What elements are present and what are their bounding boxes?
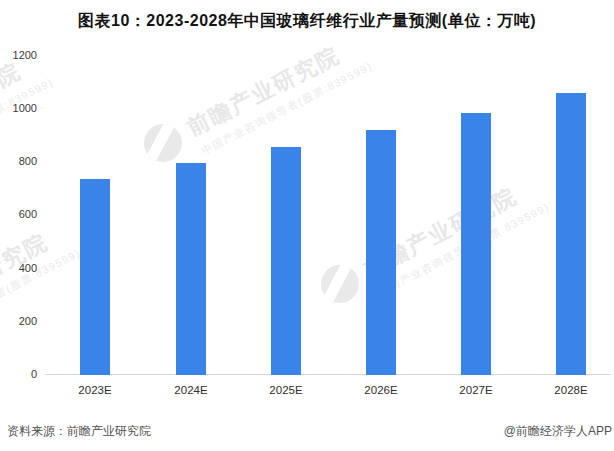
x-axis-label: 2028E: [531, 384, 611, 396]
y-axis-tick-label: 400: [7, 262, 37, 275]
chart-bar-2028E: [556, 93, 586, 375]
chart-bar-2025E: [271, 147, 301, 375]
y-axis-tick-label: 1000: [7, 102, 37, 115]
y-axis-tick-label: 1200: [7, 49, 37, 62]
qianzhan-logo-icon: [314, 258, 365, 309]
source-note: 资料来源：前瞻产业研究院: [7, 423, 151, 440]
chart-bar-2027E: [461, 113, 491, 375]
x-axis-label: 2024E: [151, 384, 231, 396]
watermark: 前瞻产业研究院 中国产业咨询领导者(股票:839599): [137, 26, 375, 181]
y-axis-tick-label: 800: [7, 155, 37, 168]
watermark-main-text: 前瞻产业研究院: [182, 40, 345, 143]
chart-bar-2026E: [366, 130, 396, 375]
credit-note: @前瞻经济学人APP: [504, 423, 612, 440]
chart-bar-2024E: [176, 163, 206, 375]
x-axis-label: 2026E: [341, 384, 421, 396]
watermark: 前瞻产业研究院 中国产业咨询领导者(股票:839599): [0, 213, 83, 368]
y-axis-tick-label: 200: [7, 315, 37, 328]
x-axis-line: [45, 374, 611, 375]
watermark: 前瞻产业研究院 中国产业咨询领导者(股票:839599): [314, 167, 552, 322]
chart-title: 图表10：2023-2028年中国玻璃纤维行业产量预测(单位：万吨): [0, 11, 614, 32]
qianzhan-logo-icon: [137, 117, 188, 168]
x-axis-label: 2023E: [55, 384, 135, 396]
chart-bar-2023E: [80, 179, 110, 375]
chart-canvas: 前瞻产业研究院 中国产业咨询领导者(股票:839599) 前瞻产业研究院 中国产…: [0, 0, 614, 451]
y-axis-tick-label: 0: [7, 368, 37, 381]
watermark: 前瞻产业研究院 中国产业咨询领导者(股票:839599): [0, 42, 56, 197]
y-axis-tick-label: 600: [7, 208, 37, 221]
watermark-sub-text: 中国产业咨询领导者(股票:839599): [199, 59, 375, 158]
x-axis-label: 2027E: [436, 384, 516, 396]
x-axis-label: 2025E: [246, 384, 326, 396]
